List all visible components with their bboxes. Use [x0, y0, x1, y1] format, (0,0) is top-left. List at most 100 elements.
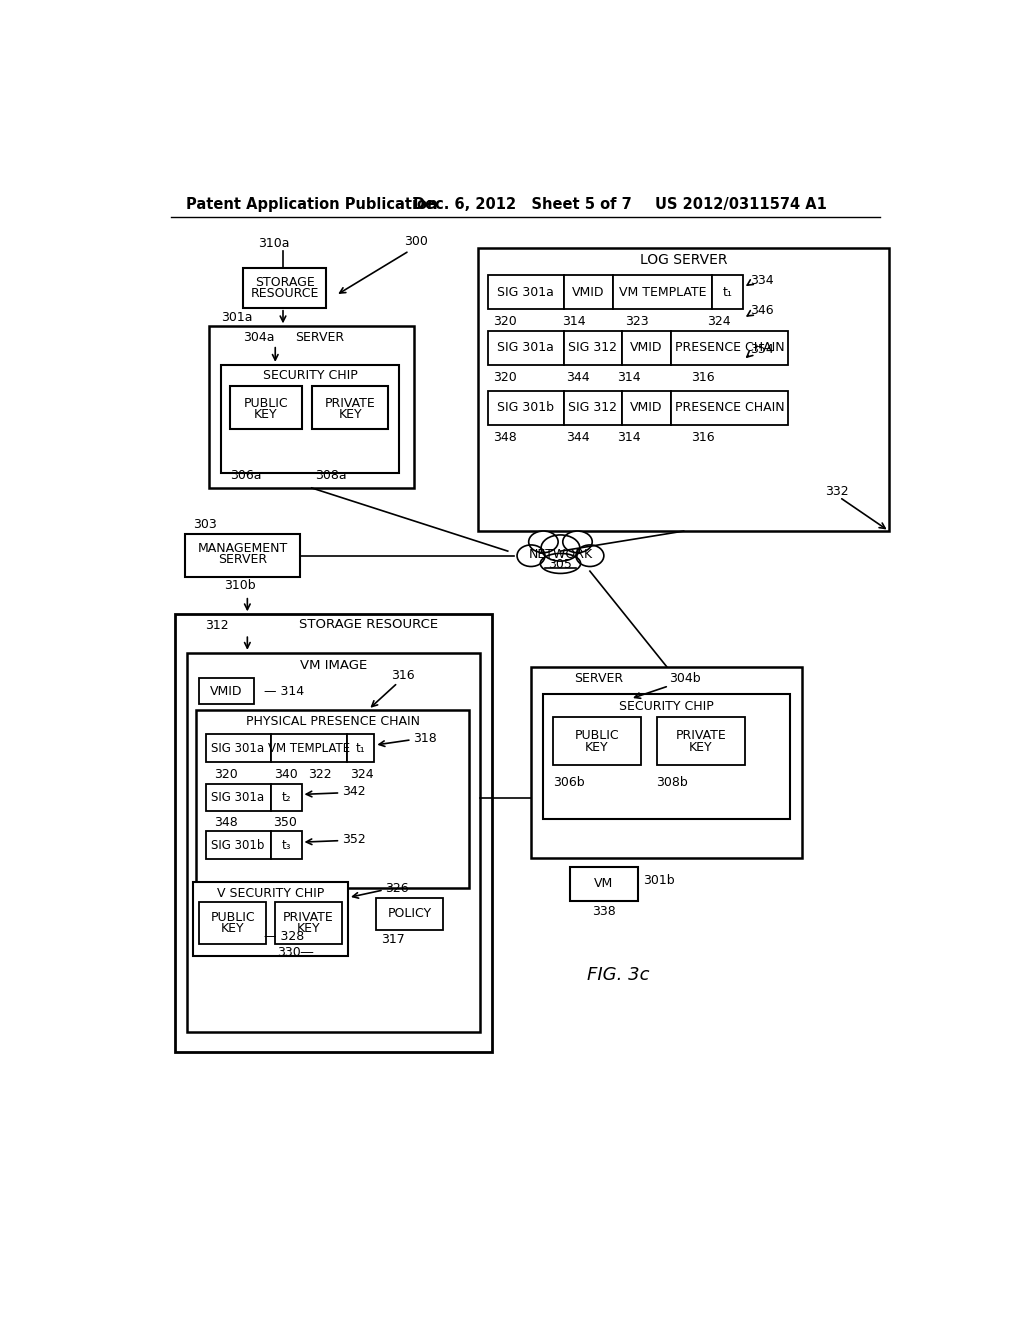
- Text: 312: 312: [206, 619, 229, 632]
- Text: RESOURCE: RESOURCE: [250, 286, 318, 300]
- Bar: [671, 391, 788, 425]
- Bar: [206, 734, 270, 762]
- Text: t₃: t₃: [282, 838, 291, 851]
- Text: 316: 316: [391, 669, 415, 682]
- Text: 348: 348: [214, 816, 238, 829]
- Text: PUBLIC: PUBLIC: [574, 730, 620, 742]
- Text: SECURITY CHIP: SECURITY CHIP: [620, 700, 714, 713]
- Text: 326: 326: [385, 882, 409, 895]
- Bar: [174, 614, 493, 1052]
- Text: PUBLIC: PUBLIC: [244, 397, 289, 409]
- Text: KEY: KEY: [297, 921, 321, 935]
- Text: 316: 316: [691, 371, 715, 384]
- Text: SIG 312: SIG 312: [568, 342, 617, 354]
- Text: 300: 300: [403, 235, 428, 248]
- Text: PRIVATE: PRIVATE: [284, 911, 334, 924]
- Bar: [569, 867, 638, 900]
- Ellipse shape: [517, 545, 545, 566]
- Text: 301a: 301a: [221, 312, 253, 325]
- Bar: [194, 882, 348, 956]
- Text: 304b: 304b: [669, 672, 700, 685]
- Text: 314: 314: [562, 315, 586, 329]
- Bar: [200, 678, 254, 705]
- Text: STORAGE: STORAGE: [255, 276, 314, 289]
- Text: 324: 324: [707, 315, 730, 329]
- Bar: [487, 276, 563, 309]
- Text: Patent Application Publication: Patent Application Publication: [186, 197, 437, 213]
- Bar: [553, 718, 641, 766]
- Bar: [563, 276, 613, 309]
- Bar: [206, 784, 270, 812]
- Text: SERVER: SERVER: [574, 672, 624, 685]
- Bar: [197, 710, 469, 888]
- Text: 301b: 301b: [643, 874, 675, 887]
- Text: KEY: KEY: [689, 741, 713, 754]
- Bar: [187, 653, 480, 1032]
- Bar: [221, 364, 399, 473]
- Text: 310b: 310b: [224, 579, 256, 593]
- Text: US 2012/0311574 A1: US 2012/0311574 A1: [655, 197, 826, 213]
- Text: VM IMAGE: VM IMAGE: [300, 659, 367, 672]
- Text: MANAGEMENT: MANAGEMENT: [198, 543, 288, 556]
- Text: 318: 318: [414, 733, 437, 746]
- Text: PRESENCE CHAIN: PRESENCE CHAIN: [675, 342, 784, 354]
- Text: POLICY: POLICY: [387, 907, 431, 920]
- Bar: [275, 903, 342, 944]
- Text: 338: 338: [592, 906, 615, 917]
- Text: 320: 320: [493, 371, 516, 384]
- Bar: [487, 391, 563, 425]
- Text: 330―: 330―: [276, 945, 313, 958]
- Text: KEY: KEY: [221, 921, 245, 935]
- Bar: [656, 718, 744, 766]
- Text: 303: 303: [194, 519, 217, 532]
- Bar: [531, 667, 802, 858]
- Text: 314: 314: [616, 430, 640, 444]
- Bar: [185, 535, 300, 577]
- Text: t₁: t₁: [723, 286, 733, 298]
- Ellipse shape: [528, 531, 558, 553]
- Text: PRIVATE: PRIVATE: [676, 730, 726, 742]
- Text: SIG 301a: SIG 301a: [212, 791, 264, 804]
- Text: 344: 344: [565, 430, 590, 444]
- Text: 306a: 306a: [230, 469, 262, 482]
- Text: SIG 301b: SIG 301b: [497, 401, 554, 414]
- Text: 352: 352: [342, 833, 366, 846]
- Bar: [270, 784, 302, 812]
- Text: PRIVATE: PRIVATE: [325, 397, 376, 409]
- Text: 350: 350: [272, 816, 297, 829]
- Text: 304a: 304a: [243, 330, 274, 343]
- Bar: [206, 832, 270, 859]
- Bar: [270, 734, 346, 762]
- Bar: [270, 832, 302, 859]
- Bar: [563, 391, 623, 425]
- Text: SERVER: SERVER: [295, 330, 344, 343]
- Bar: [544, 694, 790, 818]
- Ellipse shape: [541, 535, 580, 561]
- Bar: [623, 391, 671, 425]
- Text: 322: 322: [308, 768, 332, 781]
- Bar: [209, 326, 414, 488]
- Text: 314: 314: [616, 371, 640, 384]
- Text: KEY: KEY: [585, 741, 608, 754]
- Text: KEY: KEY: [339, 408, 362, 421]
- Text: 320: 320: [493, 315, 516, 329]
- Text: VMID: VMID: [630, 342, 663, 354]
- Text: t₂: t₂: [282, 791, 291, 804]
- Text: VM TEMPLATE: VM TEMPLATE: [267, 742, 349, 755]
- Text: VM: VM: [594, 878, 613, 890]
- Text: 320: 320: [214, 768, 238, 781]
- Text: NETWORK: NETWORK: [528, 548, 593, 561]
- Text: 348: 348: [493, 430, 516, 444]
- Text: PHYSICAL PRESENCE CHAIN: PHYSICAL PRESENCE CHAIN: [246, 714, 420, 727]
- Text: SIG 301a: SIG 301a: [497, 342, 554, 354]
- Text: PUBLIC: PUBLIC: [210, 911, 255, 924]
- Text: SERVER: SERVER: [218, 553, 267, 566]
- Bar: [312, 387, 388, 429]
- Text: FIG. 3c: FIG. 3c: [587, 966, 649, 983]
- Text: V SECURITY CHIP: V SECURITY CHIP: [217, 887, 325, 900]
- Bar: [346, 734, 375, 762]
- Text: PRESENCE CHAIN: PRESENCE CHAIN: [675, 401, 784, 414]
- Text: SECURITY CHIP: SECURITY CHIP: [263, 370, 357, 381]
- Text: 344: 344: [565, 371, 590, 384]
- Text: STORAGE RESOURCE: STORAGE RESOURCE: [299, 618, 438, 631]
